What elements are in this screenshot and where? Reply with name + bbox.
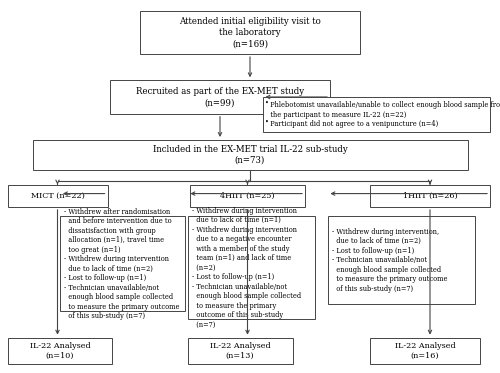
- Text: 1HIIT (n=26): 1HIIT (n=26): [402, 192, 458, 200]
- Text: IL-22 Analysed
(n=13): IL-22 Analysed (n=13): [210, 342, 270, 360]
- Text: Included in the EX-MET trial IL-22 sub-study
(n=73): Included in the EX-MET trial IL-22 sub-s…: [152, 145, 348, 165]
- Text: IL-22 Analysed
(n=10): IL-22 Analysed (n=10): [30, 342, 90, 360]
- FancyBboxPatch shape: [32, 140, 468, 170]
- Text: - Withdrew during intervention
  due to lack of time (n=1)
- Withdrew during int: - Withdrew during intervention due to la…: [192, 207, 300, 329]
- Text: •: •: [266, 117, 270, 126]
- FancyBboxPatch shape: [370, 338, 480, 364]
- FancyBboxPatch shape: [370, 185, 490, 207]
- Text: MICT (n=22): MICT (n=22): [30, 192, 84, 200]
- Text: IL-22 Analysed
(n=16): IL-22 Analysed (n=16): [394, 342, 456, 360]
- FancyBboxPatch shape: [8, 338, 113, 364]
- Text: Attended initial eligibility visit to
the laboratory
(n=169): Attended initial eligibility visit to th…: [179, 17, 321, 48]
- FancyBboxPatch shape: [262, 97, 490, 132]
- Text: - Withdrew during intervention,
  due to lack of time (n=2)
- Lost to follow-up : - Withdrew during intervention, due to l…: [332, 228, 447, 293]
- Text: 4HIIT (n=25): 4HIIT (n=25): [220, 192, 275, 200]
- Text: •: •: [266, 99, 270, 107]
- FancyBboxPatch shape: [140, 11, 360, 54]
- Text: - Withdrew after randomisation
  and before intervention due to
  dissatisfactio: - Withdrew after randomisation and befor…: [64, 208, 180, 320]
- FancyBboxPatch shape: [188, 338, 292, 364]
- Text: Recruited as part of the EX-MET study
(n=99): Recruited as part of the EX-MET study (n…: [136, 87, 304, 107]
- Text: Phlebotomist unavailable/unable to collect enough blood sample from
  the partic: Phlebotomist unavailable/unable to colle…: [266, 101, 500, 128]
- FancyBboxPatch shape: [328, 216, 475, 304]
- FancyBboxPatch shape: [8, 185, 108, 207]
- FancyBboxPatch shape: [188, 216, 315, 319]
- FancyBboxPatch shape: [110, 80, 330, 114]
- FancyBboxPatch shape: [60, 216, 185, 311]
- FancyBboxPatch shape: [190, 185, 305, 207]
